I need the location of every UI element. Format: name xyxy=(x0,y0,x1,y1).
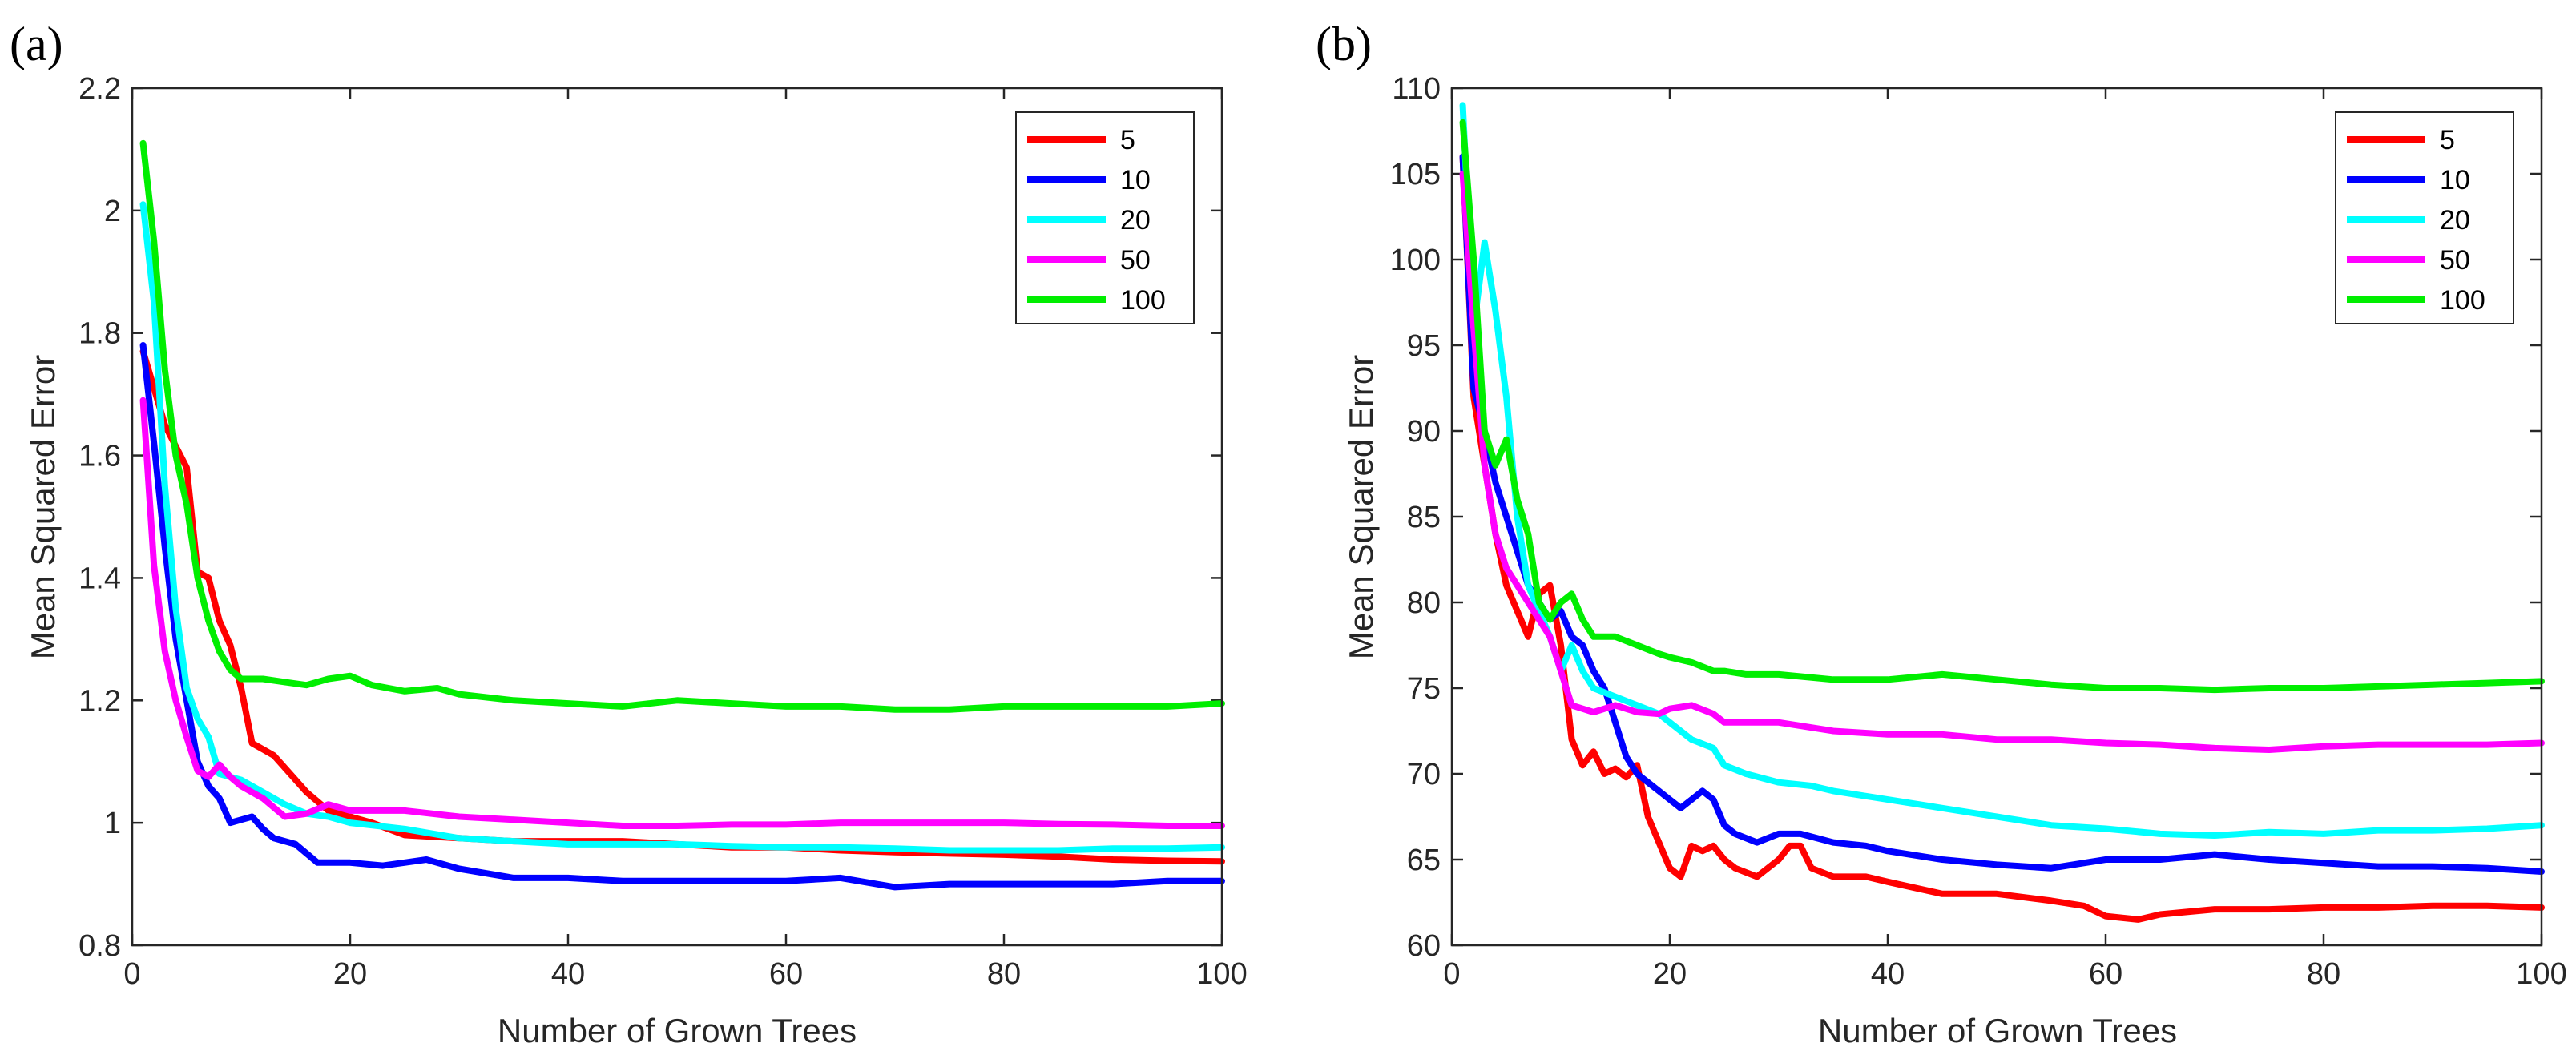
x-tick-label-b: 60 xyxy=(2089,957,2122,991)
series-line-10-a xyxy=(139,342,1225,891)
y-tick-label-b: 70 xyxy=(1407,758,1441,791)
y-tick-label-a: 1.8 xyxy=(79,317,121,351)
y-tick-label-b: 65 xyxy=(1407,844,1441,877)
series-group-a xyxy=(139,139,1225,891)
x-tick-label-a: 100 xyxy=(1196,957,1247,991)
y-tick-label-b: 60 xyxy=(1407,929,1441,963)
y-tick-label-a: 1 xyxy=(104,807,121,840)
y-axis-title-b: Mean Squared Error xyxy=(1342,355,1380,660)
panel-label-b: (b) xyxy=(1316,18,1372,70)
legend-label-20-a: 20 xyxy=(1120,205,1151,236)
legend-b: 5 10 20 50 100 xyxy=(2335,111,2514,324)
y-tick-label-b: 90 xyxy=(1407,415,1441,449)
legend-label-5-a: 5 xyxy=(1120,125,1135,155)
series-line-100-a xyxy=(139,139,1225,713)
legend-label-50-a: 50 xyxy=(1120,245,1151,276)
legend-label-50-b: 50 xyxy=(2440,245,2470,276)
series-line-50-b xyxy=(1459,171,2545,753)
legend-label-10-a: 10 xyxy=(1120,165,1151,195)
y-tick-label-a: 1.6 xyxy=(79,440,121,473)
y-tick-label-a: 1.2 xyxy=(79,684,121,718)
y-axis-title-a: Mean Squared Error xyxy=(24,355,62,660)
panel-b: (b) Mean Squared Error Number of Grown T… xyxy=(1316,18,2567,1049)
series-line-100-b xyxy=(1459,119,2545,694)
plot-area-b xyxy=(1450,87,2543,947)
series-group-b xyxy=(1459,102,2545,923)
x-tick-label-b: 0 xyxy=(1443,957,1460,991)
series-line-50-a xyxy=(139,397,1225,829)
y-tick-label-a: 2 xyxy=(104,195,121,228)
legend-label-5-b: 5 xyxy=(2440,125,2455,155)
y-tick-label-b: 85 xyxy=(1407,501,1441,534)
x-tick-label-a: 60 xyxy=(769,957,803,991)
plot-area-a xyxy=(131,87,1223,947)
x-tick-label-b: 100 xyxy=(2516,957,2566,991)
panel-a: (a) Mean Squared Error Number of Grown T… xyxy=(10,18,1248,1049)
series-line-5-b xyxy=(1459,153,2545,923)
y-tick-label-b: 100 xyxy=(1390,244,1441,277)
y-tick-label-a: 2.2 xyxy=(79,72,121,106)
y-tick-label-b: 110 xyxy=(1392,72,1441,106)
x-tick-label-a: 80 xyxy=(987,957,1021,991)
legend-label-10-b: 10 xyxy=(2440,165,2470,195)
legend-label-20-b: 20 xyxy=(2440,205,2470,236)
y-tick-label-b: 75 xyxy=(1407,672,1441,706)
x-tick-label-b: 80 xyxy=(2307,957,2340,991)
y-tick-label-b: 105 xyxy=(1390,158,1441,191)
legend-label-100-b: 100 xyxy=(2440,285,2485,316)
panel-label-a: (a) xyxy=(10,18,63,70)
series-line-20-b xyxy=(1459,102,2545,839)
y-tick-label-a: 1.4 xyxy=(79,562,121,595)
series-line-20-a xyxy=(139,201,1225,854)
x-tick-label-a: 40 xyxy=(551,957,585,991)
y-tick-label-b: 80 xyxy=(1407,586,1441,620)
y-tick-label-a: 0.8 xyxy=(79,929,121,963)
x-axis-title-b: Number of Grown Trees xyxy=(1818,1012,2177,1049)
legend-a: 5 10 20 50 100 xyxy=(1015,111,1195,324)
series-line-5-a xyxy=(139,348,1225,865)
x-tick-label-b: 20 xyxy=(1653,957,1687,991)
y-tick-label-b: 95 xyxy=(1407,329,1441,363)
ticks-a: 0 20 40 60 80 100 0.8 1 1.2 1.4 1.6 1.8 2 2.2 xyxy=(79,72,1248,991)
x-axis-title-a: Number of Grown Trees xyxy=(498,1012,857,1049)
x-tick-label-b: 40 xyxy=(1871,957,1905,991)
legend-label-100-a: 100 xyxy=(1120,285,1166,316)
x-tick-label-a: 0 xyxy=(123,957,140,991)
x-tick-label-a: 20 xyxy=(333,957,367,991)
